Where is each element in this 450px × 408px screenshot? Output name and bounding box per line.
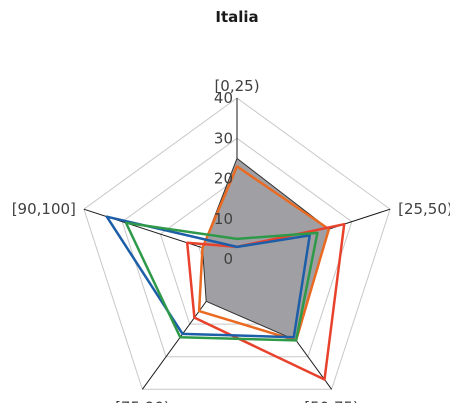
category-label: [0,25) — [214, 77, 259, 95]
series-4-polygon — [105, 215, 311, 339]
tick-label: 20 — [214, 170, 233, 188]
category-label: [25,50) — [398, 200, 450, 218]
tick-label: 40 — [214, 89, 233, 107]
grid-ring — [83, 97, 391, 390]
series-5-polygon — [124, 221, 319, 342]
chart-title: Italia — [215, 8, 258, 26]
tick-label: 10 — [214, 210, 233, 228]
grid-ring — [121, 137, 353, 358]
series-3-polygon — [185, 222, 346, 381]
category-label: [90,100] — [12, 200, 76, 218]
tick-label: 30 — [214, 129, 233, 147]
category-label: [75,90) — [115, 398, 170, 403]
tick-label: 0 — [223, 250, 233, 268]
radar-series — [105, 157, 346, 381]
category-label: [50,75) — [304, 398, 359, 403]
